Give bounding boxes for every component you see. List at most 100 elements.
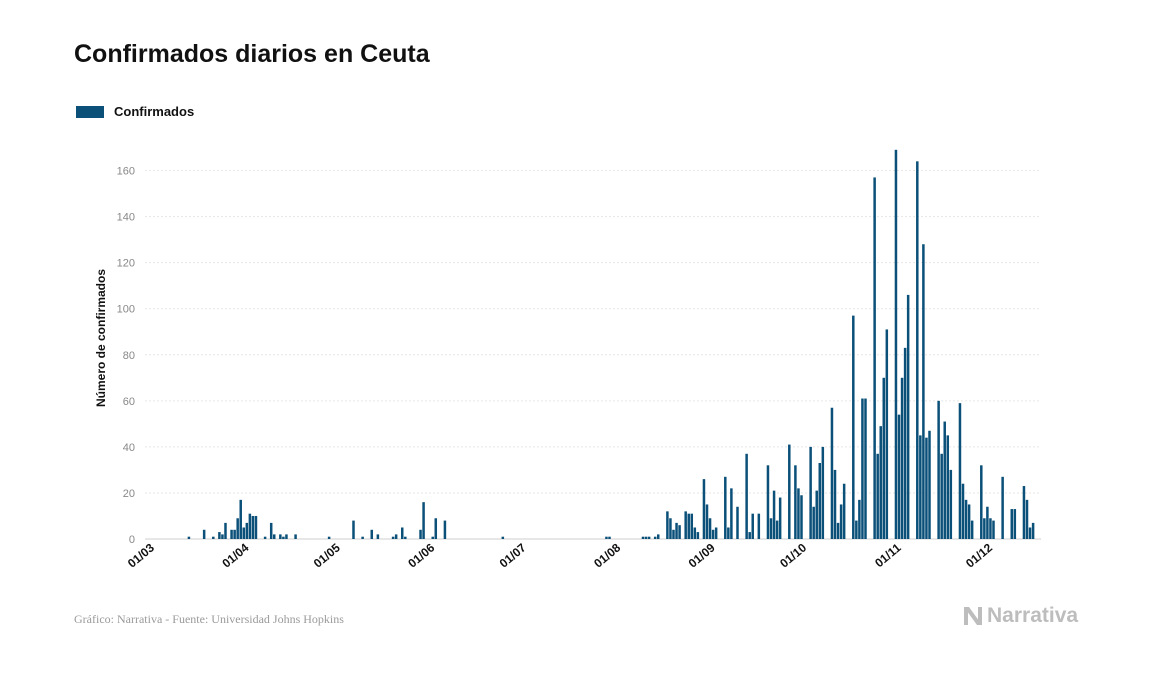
bar xyxy=(940,453,943,539)
bar xyxy=(242,527,246,539)
x-tick-label: 01/06 xyxy=(405,540,437,570)
bar xyxy=(702,479,706,539)
bar xyxy=(431,536,434,539)
bar xyxy=(797,488,800,539)
x-tick-label: 01/04 xyxy=(219,540,251,570)
bar xyxy=(794,465,797,539)
x-tick-label: 01/09 xyxy=(686,540,718,570)
bar xyxy=(897,414,901,539)
bar xyxy=(711,529,715,539)
y-tick-label: 120 xyxy=(117,258,135,270)
bar xyxy=(352,520,355,539)
bar xyxy=(245,522,249,539)
bar xyxy=(894,149,898,539)
bar xyxy=(212,536,215,539)
bar xyxy=(751,513,754,539)
bar xyxy=(879,426,882,539)
bar xyxy=(187,536,191,539)
bar xyxy=(202,529,206,539)
y-tick-label: 80 xyxy=(123,350,135,362)
legend-swatch-confirmados xyxy=(76,105,104,118)
bar xyxy=(925,437,928,539)
bar xyxy=(641,536,645,539)
x-tick-label: 01/07 xyxy=(497,540,529,570)
bar xyxy=(294,534,297,539)
x-tick-label: 01/08 xyxy=(591,540,623,570)
bar xyxy=(943,421,946,539)
bar xyxy=(269,522,273,539)
bar xyxy=(690,513,694,539)
legend-label-confirmados: Confirmados xyxy=(114,104,195,119)
narrativa-n-logo-icon xyxy=(964,607,982,625)
chart-title: Confirmados diarios en Ceuta xyxy=(74,40,430,68)
bar xyxy=(833,469,837,539)
x-axis-ticks: 01/03 01/04 01/05 01/06 01/07 01/08 01/09 01/10… xyxy=(125,540,995,570)
bar xyxy=(657,534,660,539)
bar xyxy=(605,536,608,539)
bar xyxy=(1013,509,1017,539)
x-tick-label: 01/10 xyxy=(777,540,809,570)
bar xyxy=(644,536,648,539)
bar xyxy=(233,529,236,539)
source-credit: Gráfico: Narrativa - Fuente: Universidad… xyxy=(74,612,344,626)
x-tick-label: 01/11 xyxy=(872,540,904,570)
bar xyxy=(672,529,675,539)
bar xyxy=(864,398,867,539)
bar xyxy=(361,536,364,539)
bar xyxy=(736,506,739,539)
bar xyxy=(666,511,669,539)
bar xyxy=(285,534,288,539)
bar xyxy=(273,534,276,539)
bar xyxy=(830,407,834,539)
bars xyxy=(187,149,1035,540)
bar xyxy=(748,532,751,539)
bar xyxy=(669,518,672,539)
bar xyxy=(958,403,962,539)
bar xyxy=(882,377,886,539)
bar xyxy=(778,497,782,539)
bar xyxy=(687,513,690,539)
y-tick-label: 20 xyxy=(123,488,135,500)
bar xyxy=(885,329,889,539)
y-tick-label: 100 xyxy=(117,304,135,316)
bar xyxy=(903,347,907,539)
bar xyxy=(876,453,879,539)
bar xyxy=(647,536,651,539)
bar xyxy=(775,520,779,539)
bar xyxy=(263,536,267,539)
bar xyxy=(282,536,285,539)
bar xyxy=(916,161,919,539)
bar xyxy=(858,499,861,539)
bar xyxy=(684,511,687,539)
x-tick-label: 01/12 xyxy=(963,540,995,570)
bar xyxy=(730,488,733,539)
bar xyxy=(772,490,776,539)
bar xyxy=(967,504,971,539)
bar xyxy=(224,522,227,539)
bar xyxy=(906,294,910,539)
bar xyxy=(1025,499,1029,539)
bar xyxy=(855,520,858,539)
bar xyxy=(986,506,989,539)
bar xyxy=(714,527,718,539)
bar xyxy=(1001,476,1004,539)
bar xyxy=(230,529,233,539)
bar xyxy=(961,483,965,539)
bar xyxy=(769,518,773,539)
bar xyxy=(970,520,974,539)
legend: Confirmados xyxy=(76,104,194,119)
bar xyxy=(221,534,224,539)
bar xyxy=(821,446,825,539)
y-tick-label: 0 xyxy=(129,534,135,546)
bar xyxy=(992,520,995,539)
bar xyxy=(394,534,398,539)
bar xyxy=(724,476,727,539)
bar xyxy=(404,536,407,539)
bar xyxy=(251,515,255,539)
bar xyxy=(980,465,983,539)
y-axis-label: Número de confirmados xyxy=(94,269,108,407)
bar xyxy=(678,525,681,539)
bar xyxy=(422,502,425,539)
bar xyxy=(218,532,221,539)
bar xyxy=(254,515,258,539)
